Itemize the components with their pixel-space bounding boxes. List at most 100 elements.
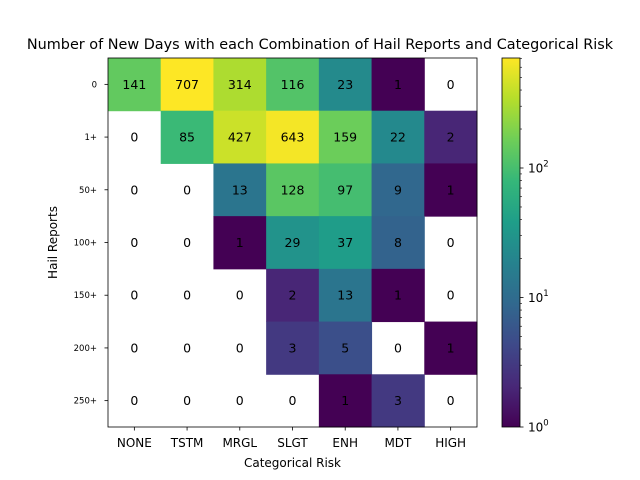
- x-axis-label: Categorical Risk: [244, 456, 341, 470]
- cell-value-label: 0: [130, 340, 138, 355]
- heatmap-cell: [266, 321, 320, 375]
- heatmap-cell: [371, 374, 425, 428]
- cell-value-label: 0: [236, 340, 244, 355]
- colorbar-tick-base: 10: [528, 291, 543, 305]
- cell-value-label: 3: [394, 393, 402, 408]
- y-tick-label: 0: [92, 80, 97, 90]
- cell-value-label: 0: [289, 393, 297, 408]
- cell-value-label: 0: [183, 182, 191, 197]
- cell-value-label: 1: [447, 340, 455, 355]
- heatmap-cell: [213, 216, 267, 270]
- y-tick-label: 250+: [74, 397, 97, 407]
- cell-value-label: 1: [236, 235, 244, 250]
- cell-value-label: 707: [175, 77, 199, 92]
- heatmap-cell: [160, 58, 214, 112]
- y-tick-label: 150+: [74, 291, 97, 301]
- cell-value-label: 0: [183, 340, 191, 355]
- cell-value-label: 2: [447, 130, 455, 145]
- y-tick-label: 1+: [84, 133, 97, 143]
- y-tick-label: 50+: [79, 186, 97, 196]
- cell-value-label: 0: [130, 288, 138, 303]
- heatmap-cell: [371, 110, 425, 164]
- cell-value-label: 85: [179, 130, 195, 145]
- cell-value-label: 0: [183, 393, 191, 408]
- cell-value-label: 116: [281, 77, 305, 92]
- cell-value-label: 1: [447, 182, 455, 197]
- x-tick-label: SLGT: [277, 436, 308, 450]
- heatmap-cell: [318, 268, 373, 323]
- cell-value-label: 22: [390, 130, 406, 145]
- cell-value-label: 5: [341, 340, 349, 355]
- cell-value-label: 97: [337, 182, 353, 197]
- colorbar-tick-label: 101: [528, 289, 549, 305]
- heatmap-cell: [108, 58, 162, 112]
- cell-value-label: 314: [228, 77, 252, 92]
- cell-value-label: 0: [447, 288, 455, 303]
- heatmap-cell: [318, 163, 373, 217]
- x-tick-label: ENH: [332, 436, 358, 450]
- colorbar-tick-exponent: 1: [543, 289, 548, 299]
- x-axis-ticks: NONE TSTM MRGL SLGT ENH MDT HIGH: [117, 427, 466, 450]
- heatmap-cell-labels: 141 707 314 116 23 1 00 85 427 643 159 22 20 0 13 128 97…: [122, 77, 454, 408]
- cell-value-label: 0: [130, 130, 138, 145]
- cell-value-label: 9: [394, 182, 402, 197]
- cell-value-label: 0: [130, 182, 138, 197]
- cell-value-label: 2: [289, 288, 297, 303]
- heatmap-cell: [371, 163, 425, 217]
- heatmap-cell: [371, 58, 425, 112]
- heatmap-cell: [371, 268, 425, 323]
- x-tick-label: TSTM: [170, 436, 204, 450]
- cell-value-label: 3: [289, 340, 297, 355]
- x-tick-label: HIGH: [435, 436, 466, 450]
- heatmap-cell: [266, 216, 320, 270]
- cell-value-label: 1: [394, 288, 402, 303]
- cell-value-label: 8: [394, 235, 402, 250]
- heatmap-cell: [371, 216, 425, 270]
- cell-value-label: 427: [228, 130, 252, 145]
- cell-value-label: 23: [337, 77, 353, 92]
- heatmap-cell: [318, 321, 373, 375]
- cell-value-label: 0: [130, 235, 138, 250]
- colorbar: [501, 57, 521, 428]
- cell-value-label: 0: [447, 235, 455, 250]
- y-axis-ticks: 0 1+ 50+ 100+ 150+ 200+ 250+: [74, 80, 108, 407]
- cell-value-label: 0: [130, 393, 138, 408]
- cell-value-label: 13: [232, 182, 248, 197]
- colorbar-tick-label: 100: [528, 419, 549, 435]
- heatmap-cell: [213, 110, 267, 164]
- heatmap-cell: [424, 321, 478, 375]
- x-tick-label: MDT: [384, 436, 412, 450]
- heatmap-cell: [424, 110, 478, 164]
- cell-value-label: 13: [337, 288, 353, 303]
- cell-value-label: 29: [285, 235, 301, 250]
- cell-value-label: 0: [236, 393, 244, 408]
- colorbar-tick-base: 10: [528, 161, 543, 175]
- y-tick-label: 200+: [74, 344, 97, 354]
- x-tick-label: MRGL: [222, 436, 257, 450]
- heatmap-cell: [213, 58, 267, 112]
- heatmap-cell: [266, 268, 320, 323]
- colorbar-tick-base: 10: [528, 421, 543, 435]
- chart-title: Number of New Days with each Combination…: [27, 37, 614, 53]
- cell-value-label: 1: [341, 393, 349, 408]
- cell-value-label: 0: [183, 235, 191, 250]
- heatmap-cell: [318, 110, 373, 164]
- x-tick-label: NONE: [117, 436, 152, 450]
- heatmap-cell: [160, 110, 214, 164]
- cell-value-label: 159: [333, 130, 357, 145]
- cell-value-label: 128: [281, 182, 305, 197]
- heatmap-cell: [424, 163, 478, 217]
- cell-value-label: 0: [183, 288, 191, 303]
- cell-value-label: 141: [122, 77, 146, 92]
- colorbar-tick-exponent: 2: [543, 159, 548, 169]
- heatmap-cell: [266, 58, 320, 112]
- y-tick-label: 100+: [74, 239, 97, 249]
- heatmap-cell: [213, 163, 267, 217]
- heatmap-cells: [108, 58, 478, 428]
- cell-value-label: 37: [337, 235, 353, 250]
- cell-value-label: 1: [394, 77, 402, 92]
- cell-value-label: 0: [447, 77, 455, 92]
- heatmap-cell: [318, 58, 373, 112]
